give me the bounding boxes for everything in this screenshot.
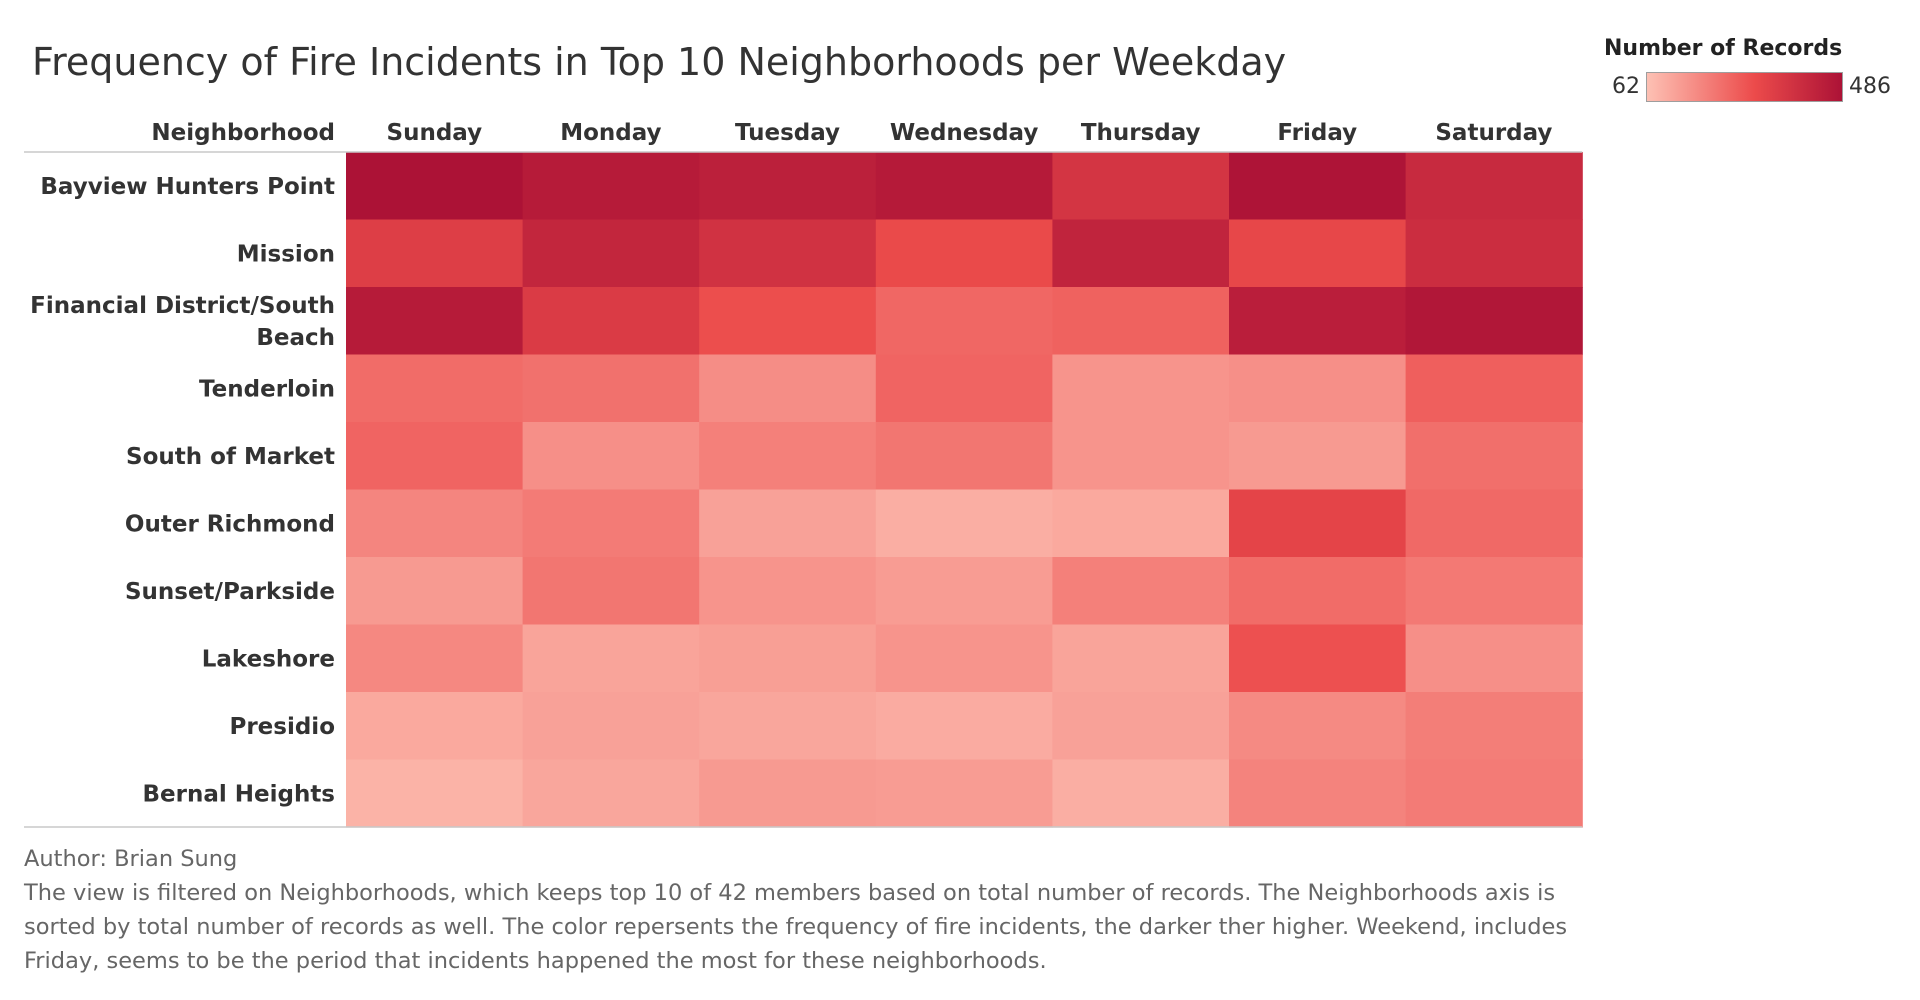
heatmap-cell — [346, 557, 524, 626]
heatmap-cell — [699, 422, 877, 491]
heatmap-cell — [875, 692, 1053, 761]
row-label: Bayview Hunters Point — [40, 174, 335, 200]
column-header: Thursday — [1081, 120, 1201, 146]
heatmap-cell — [1229, 624, 1407, 693]
heatmap-cell — [346, 152, 524, 221]
heatmap-cell — [1229, 759, 1407, 828]
heatmap-cell — [522, 354, 700, 423]
heatmap-cell — [875, 489, 1053, 558]
heatmap-cell — [1229, 354, 1407, 423]
heatmap-cell — [522, 557, 700, 626]
heatmap-cell — [1229, 422, 1407, 491]
heatmap-cell — [1052, 152, 1230, 221]
author-caption: Author: Brian Sung — [24, 846, 238, 872]
heatmap-cell — [1052, 489, 1230, 558]
heatmap-cell — [1405, 489, 1583, 558]
heatmap-cell — [1052, 692, 1230, 761]
row-label: Tenderloin — [199, 376, 335, 402]
heatmap-cell — [1405, 422, 1583, 491]
heatmap-cell — [346, 219, 524, 288]
heatmap-cell — [1405, 354, 1583, 423]
heatmap-cell — [699, 692, 877, 761]
row-label: Bernal Heights — [142, 781, 335, 807]
row-label: Sunset/Parkside — [125, 579, 335, 605]
heatmap-cell — [1229, 489, 1407, 558]
heatmap-cell — [1405, 557, 1583, 626]
column-header: Friday — [1277, 120, 1357, 146]
heatmap-cell — [522, 489, 700, 558]
heatmap-cell — [1229, 152, 1407, 221]
heatmap-cell — [1229, 692, 1407, 761]
footer: Author: Brian Sung The view is filtered … — [24, 842, 1584, 978]
heatmap-cell — [346, 354, 524, 423]
row-header-label: Neighborhood — [151, 120, 335, 146]
heatmap-cell — [699, 219, 877, 288]
heatmap-cell — [1405, 692, 1583, 761]
heatmap-cell — [699, 152, 877, 221]
heatmap-cell — [522, 422, 700, 491]
color-legend: Number of Records 62 486 — [1604, 36, 1904, 106]
heatmap-cell — [875, 624, 1053, 693]
heatmap-cell — [1052, 354, 1230, 423]
legend-max-label: 486 — [1849, 74, 1891, 99]
heatmap-cell — [875, 287, 1053, 356]
heatmap-cell — [1229, 219, 1407, 288]
heatmap-cell — [875, 557, 1053, 626]
heatmap-cell — [1405, 219, 1583, 288]
row-label: South of Market — [126, 444, 335, 470]
heatmap-cell — [346, 287, 524, 356]
heatmap-cell — [1405, 759, 1583, 828]
row-label: Financial District/South Beach — [30, 293, 335, 351]
heatmap-cell — [1052, 422, 1230, 491]
heatmap-cell — [699, 759, 877, 828]
heatmap-cell — [1229, 557, 1407, 626]
heatmap-cell — [699, 287, 877, 356]
heatmap-cell — [875, 422, 1053, 491]
heatmap-cell — [522, 219, 700, 288]
heatmap-cell — [875, 759, 1053, 828]
heatmap-cell — [522, 759, 700, 828]
column-header: Saturday — [1435, 120, 1552, 146]
heatmap-cell — [875, 152, 1053, 221]
heatmap-cell — [522, 152, 700, 221]
column-header: Tuesday — [735, 120, 840, 146]
heatmap-cell — [1405, 624, 1583, 693]
heatmap-cell — [875, 219, 1053, 288]
heatmap-cell — [522, 624, 700, 693]
heatmap-cell — [522, 287, 700, 356]
heatmap-cell — [875, 354, 1053, 423]
heatmap-cell — [346, 489, 524, 558]
heatmap-cell — [1405, 287, 1583, 356]
legend-min-label: 62 — [1612, 74, 1640, 99]
column-header: Wednesday — [890, 120, 1039, 146]
heatmap-cell — [1052, 557, 1230, 626]
heatmap-chart: Neighborhood Sunday Monday Tuesday Wednesday… — [24, 120, 1583, 828]
heatmap-cell — [1052, 287, 1230, 356]
heatmap-cell — [1405, 152, 1583, 221]
heatmap-cell — [346, 624, 524, 693]
row-label: Presidio — [229, 714, 335, 740]
column-header: Sunday — [387, 120, 483, 146]
row-label: Mission — [237, 241, 335, 267]
row-label: Outer Richmond — [125, 511, 335, 537]
heatmap-cell — [1052, 759, 1230, 828]
heatmap-cell — [1052, 219, 1230, 288]
chart-description: The view is filtered on Neighborhoods, w… — [24, 880, 1568, 974]
heatmap-cell — [1052, 624, 1230, 693]
legend-color-ramp — [1646, 72, 1843, 102]
heatmap-cell — [346, 692, 524, 761]
legend-title: Number of Records — [1604, 36, 1843, 61]
heatmap-cell — [346, 759, 524, 828]
row-label: Lakeshore — [202, 646, 335, 672]
heatmap-cell — [699, 624, 877, 693]
heatmap-cell — [346, 422, 524, 491]
heatmap-cell — [1229, 287, 1407, 356]
heatmap-cell — [522, 692, 700, 761]
chart-title: Frequency of Fire Incidents in Top 10 Ne… — [32, 40, 1287, 84]
heatmap-cell — [699, 557, 877, 626]
heatmap-cell — [699, 489, 877, 558]
column-header: Monday — [560, 120, 661, 146]
heatmap-cell — [699, 354, 877, 423]
